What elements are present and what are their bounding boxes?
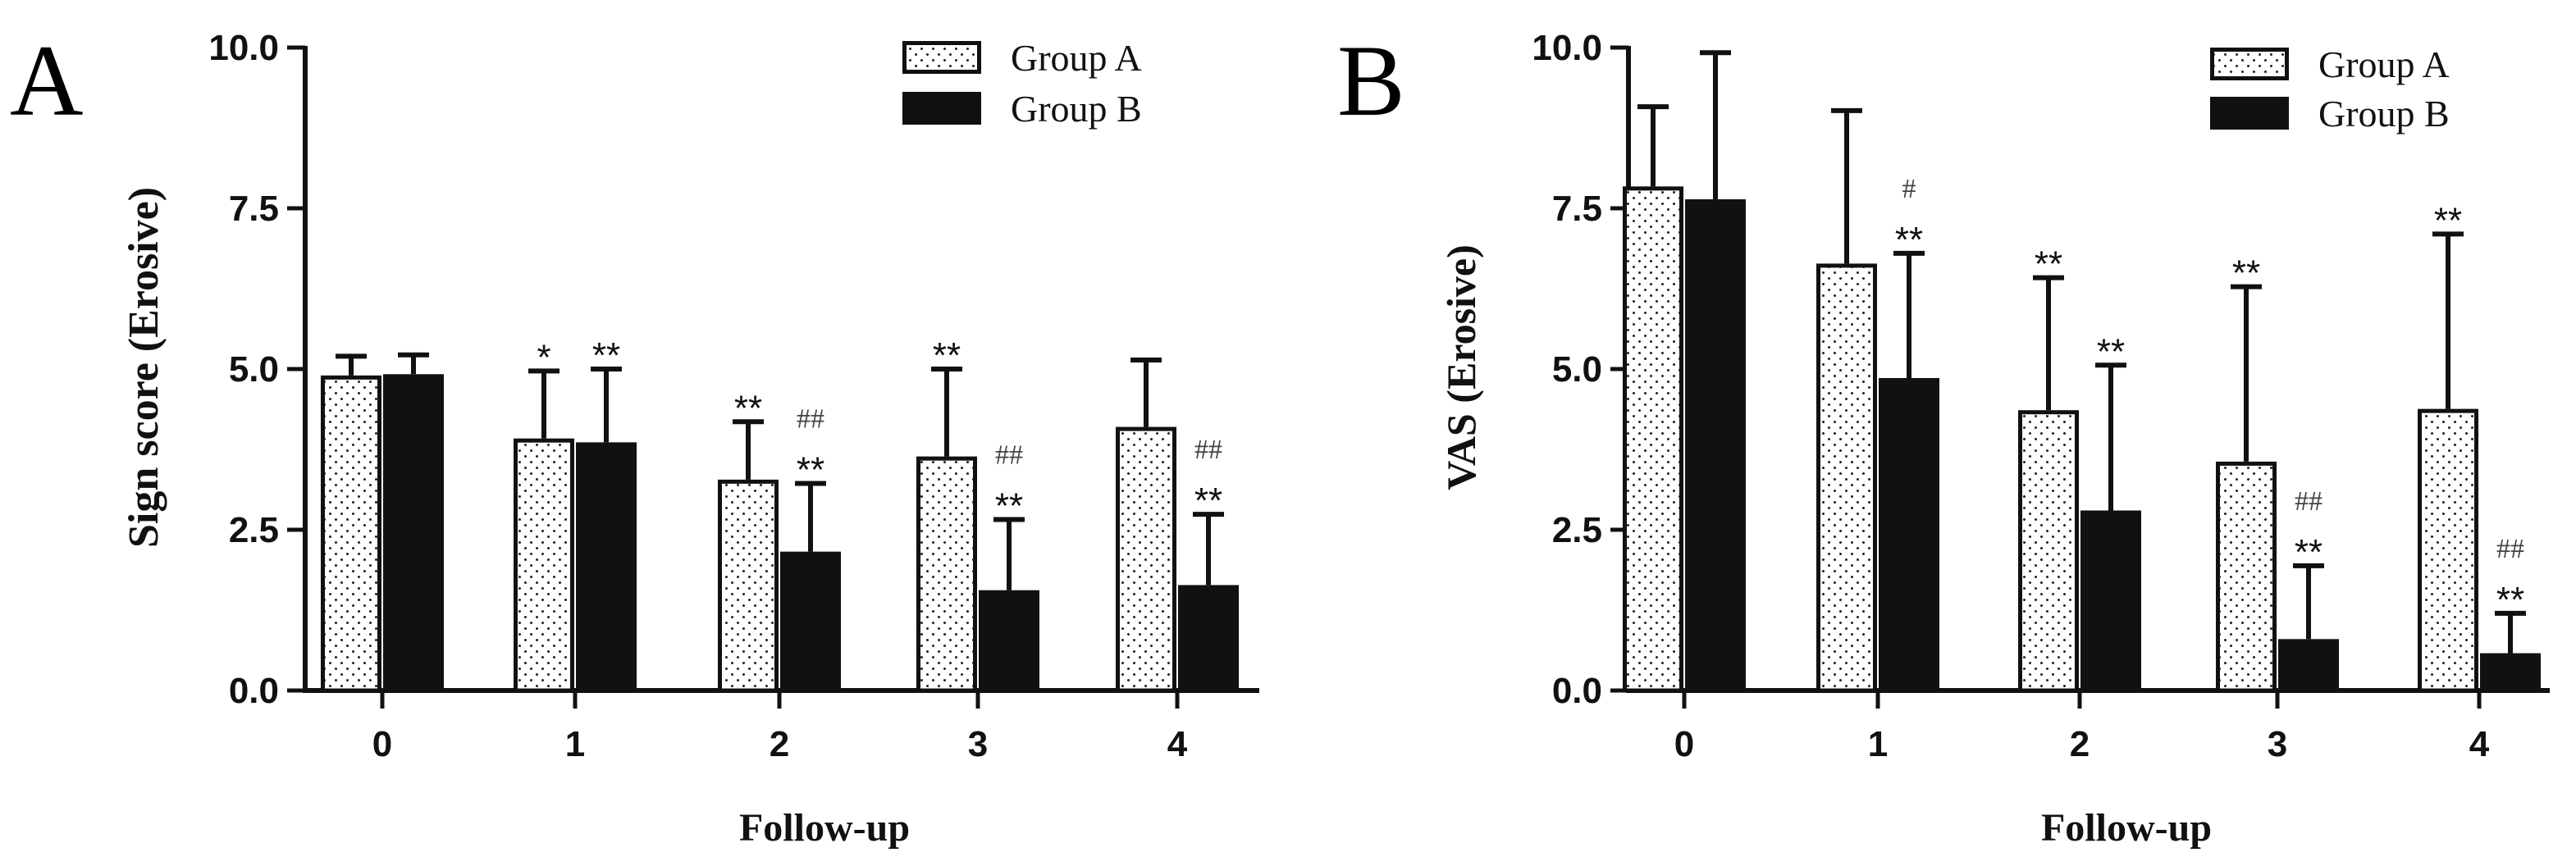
significance-star: ** bbox=[2295, 532, 2323, 572]
x-tick-label: 4 bbox=[1167, 724, 1188, 764]
x-tick-label: 3 bbox=[968, 724, 988, 764]
significance-star: * bbox=[537, 337, 550, 377]
x-axis-title: Follow-up bbox=[2041, 806, 2212, 850]
x-axis-title: Follow-up bbox=[739, 806, 910, 850]
legend-label: Group A bbox=[1011, 37, 1142, 79]
bar-group-b bbox=[780, 551, 841, 693]
significance-star: ** bbox=[734, 388, 762, 428]
y-tick-label: 5.0 bbox=[1552, 349, 1602, 390]
significance-hash: ## bbox=[995, 440, 1023, 470]
bar-group-a bbox=[1116, 426, 1176, 693]
bar-group-a bbox=[1623, 186, 1683, 693]
y-tick-label: 2.5 bbox=[1552, 510, 1602, 550]
bar-group-a bbox=[2216, 461, 2277, 693]
panel-b: B 0.0 2.5 5.0 7.5 10.0 0 1 2 3 4 Follow-up VAS (Eros… bbox=[1337, 25, 2550, 850]
significance-star: ** bbox=[2035, 244, 2062, 285]
bar-group-a bbox=[514, 438, 574, 693]
bar-group-b bbox=[979, 590, 1039, 693]
significance-star: ** bbox=[2434, 200, 2462, 240]
significance-star: ** bbox=[933, 335, 961, 376]
bar-group-b bbox=[1685, 199, 1746, 693]
y-tick-label: 0.0 bbox=[1552, 671, 1602, 711]
panel-letter: B bbox=[1337, 25, 1405, 137]
panel-a: A 0.0 2.5 5.0 7.5 10.0 0 1 2 3 4 Follow-up Sign scor… bbox=[10, 25, 1259, 850]
y-tick-label: 0.0 bbox=[229, 671, 279, 711]
significance-hash: # bbox=[1902, 174, 1916, 204]
bar-group-b bbox=[2278, 639, 2339, 693]
x-tick-label: 3 bbox=[2268, 724, 2287, 764]
significance-star: ** bbox=[2232, 253, 2260, 294]
x-tick-label: 1 bbox=[565, 724, 585, 764]
significance-hash: ## bbox=[797, 404, 824, 435]
significance-star: ** bbox=[995, 485, 1023, 526]
x-tick-label: 2 bbox=[770, 724, 789, 764]
x-tick-label: 0 bbox=[372, 724, 392, 764]
bar-group-b bbox=[2080, 510, 2141, 693]
significance-star: ** bbox=[2496, 580, 2524, 620]
significance-hash: ## bbox=[1194, 435, 1222, 465]
bar-group-b bbox=[383, 374, 444, 693]
y-tick-label: 7.5 bbox=[1552, 189, 1602, 229]
x-tick-label: 1 bbox=[1868, 724, 1888, 764]
bar-group-a bbox=[916, 456, 977, 693]
y-tick-label: 7.5 bbox=[229, 189, 279, 229]
bar-group-b bbox=[1178, 585, 1239, 693]
legend-swatch-group-b bbox=[2210, 97, 2289, 130]
bar-group-b bbox=[576, 442, 637, 693]
y-tick-label: 10.0 bbox=[208, 28, 279, 68]
bar-group-a bbox=[321, 375, 381, 693]
bar-group-a bbox=[2018, 410, 2079, 693]
y-axis-title: VAS (Erosive) bbox=[1438, 244, 1484, 490]
y-tick-label: 10.0 bbox=[1532, 28, 1602, 68]
bar-group-b bbox=[1879, 377, 1939, 693]
x-tick-label: 0 bbox=[1674, 724, 1694, 764]
x-tick-label: 4 bbox=[2469, 724, 2490, 764]
legend-swatch-group-a bbox=[2210, 48, 2289, 80]
significance-star: ** bbox=[797, 450, 824, 490]
panel-letter: A bbox=[10, 25, 84, 137]
legend-swatch-group-b bbox=[902, 92, 981, 125]
bar-group-a bbox=[2418, 408, 2478, 693]
y-tick-label: 2.5 bbox=[229, 510, 279, 550]
legend-label: Group B bbox=[1011, 88, 1142, 130]
legend-label: Group B bbox=[2318, 93, 2450, 134]
bar-group-b bbox=[2480, 653, 2541, 693]
bar-group-a bbox=[1816, 263, 1877, 693]
significance-hash: ## bbox=[2496, 534, 2524, 564]
legend-swatch-group-a bbox=[902, 41, 981, 74]
significance-hash: ## bbox=[2295, 486, 2323, 517]
legend-label: Group A bbox=[2318, 43, 2450, 85]
significance-star: ** bbox=[1194, 481, 1222, 521]
significance-star: ** bbox=[1895, 220, 1923, 260]
y-tick-label: 5.0 bbox=[229, 349, 279, 390]
significance-star: ** bbox=[2097, 331, 2125, 371]
significance-star: ** bbox=[592, 335, 620, 376]
x-tick-label: 2 bbox=[2070, 724, 2090, 764]
y-axis-title: Sign score (Erosive) bbox=[121, 187, 167, 548]
bar-group-a bbox=[718, 479, 779, 693]
